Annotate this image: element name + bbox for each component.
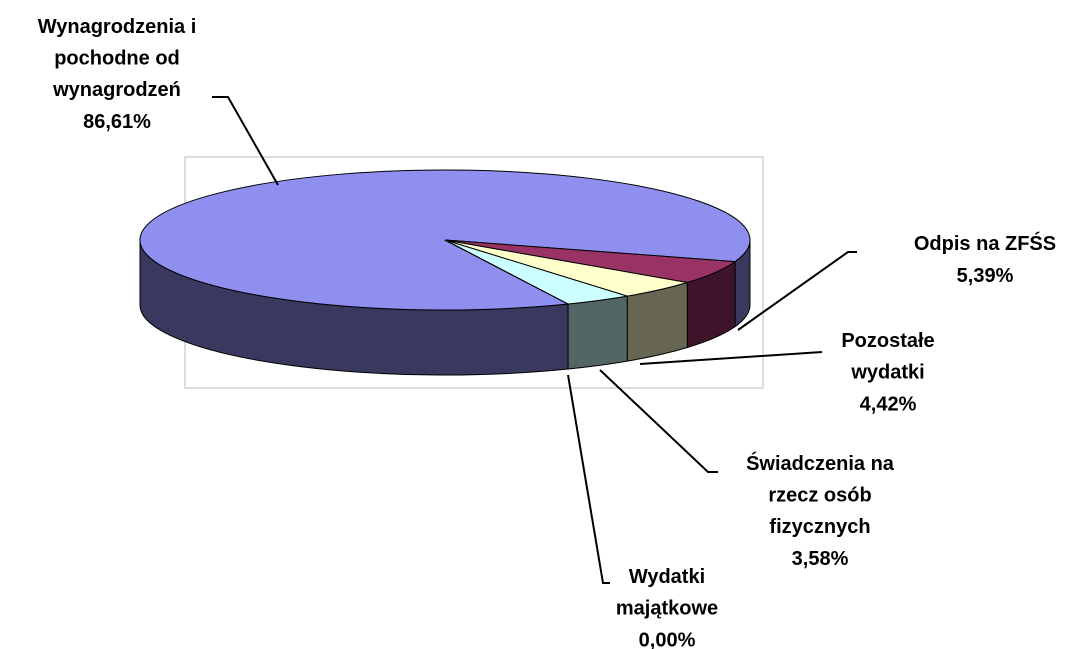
wall-shade [568, 296, 628, 370]
label-line: pochodne od [54, 48, 180, 70]
label-line: fizycznych [769, 516, 870, 538]
value-label: 3,58% [792, 548, 849, 570]
pie [139, 169, 751, 376]
value-label: 5,39% [957, 265, 1014, 287]
slice-label: Pozostałe wydatki [841, 330, 934, 384]
label-line: Pozostałe [841, 330, 934, 352]
slice-label: Wynagrodzenia i pochodne od wynagrodzeń [38, 16, 197, 101]
label-line: Wynagrodzenia i [38, 16, 197, 38]
wall-shade [140, 240, 569, 375]
labels: Wynagrodzenia i pochodne od wynagrodzeń 86,… [38, 16, 1056, 649]
label-line: majątkowe [616, 598, 718, 620]
slice [444, 239, 628, 305]
leader-line [599, 369, 718, 473]
label-line: wynagrodzeń [52, 79, 181, 101]
label-line: Odpis na ZFŚS [914, 231, 1056, 255]
slice [444, 239, 569, 305]
label-line: rzecz osób [768, 485, 871, 507]
leader-line [737, 251, 857, 331]
wall-shade [627, 282, 688, 362]
leader-line [639, 351, 823, 365]
value-label: 4,42% [860, 393, 917, 415]
wall-shade [687, 261, 736, 348]
slice-label: Wydatki majątkowe [616, 566, 718, 620]
label-line: Wydatki [629, 566, 705, 588]
label-line: Świadczenia na [746, 451, 895, 475]
wall-shade [735, 240, 750, 327]
slice-label: Odpis na ZFŚS [914, 231, 1056, 255]
value-label: 0,00% [639, 629, 696, 649]
slice-label: Świadczenia na rzecz osób fizycznych [746, 451, 895, 538]
leader-line [567, 374, 610, 584]
value-label: 86,61% [83, 111, 151, 133]
leader-lines [212, 96, 857, 584]
label-line: wydatki [850, 362, 924, 384]
leader-line [212, 96, 279, 186]
